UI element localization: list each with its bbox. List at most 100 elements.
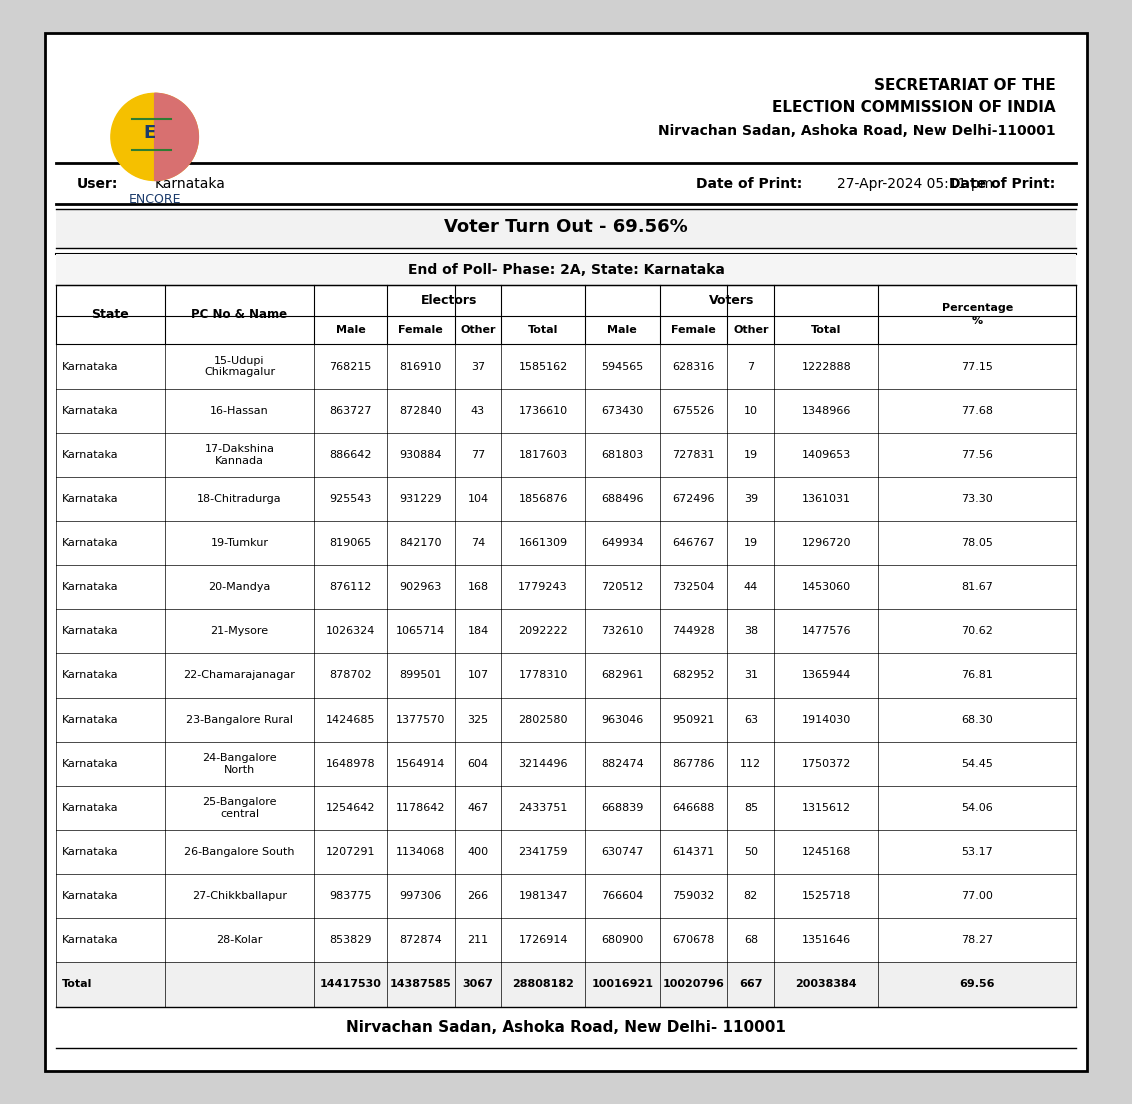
Text: 27-Apr-2024 05:11 pm: 27-Apr-2024 05:11 pm	[837, 177, 993, 191]
Text: 77.15: 77.15	[961, 361, 993, 372]
Text: PC No & Name: PC No & Name	[191, 308, 288, 321]
Text: 77.00: 77.00	[961, 891, 993, 901]
Text: 28-Kolar: 28-Kolar	[216, 935, 263, 945]
Text: Karnataka: Karnataka	[62, 758, 119, 768]
Text: 73.30: 73.30	[961, 493, 993, 503]
Text: 7: 7	[747, 361, 754, 372]
Text: Nirvachan Sadan, Ashoka Road, New Delhi-110001: Nirvachan Sadan, Ashoka Road, New Delhi-…	[658, 124, 1055, 138]
Text: ENCORE: ENCORE	[128, 193, 181, 205]
Text: User:: User:	[77, 177, 118, 191]
Text: 1222888: 1222888	[801, 361, 851, 372]
Text: 2092222: 2092222	[518, 626, 568, 636]
Text: ELECTION COMMISSION OF INDIA: ELECTION COMMISSION OF INDIA	[772, 100, 1055, 115]
Text: 673430: 673430	[601, 405, 643, 416]
Text: 1726914: 1726914	[518, 935, 568, 945]
Text: 720512: 720512	[601, 582, 643, 592]
Text: 2433751: 2433751	[518, 803, 568, 813]
Text: 732504: 732504	[672, 582, 714, 592]
Text: 1365944: 1365944	[801, 670, 851, 680]
Text: 184: 184	[468, 626, 489, 636]
Text: 50: 50	[744, 847, 757, 857]
Text: Female: Female	[398, 326, 443, 336]
Text: 604: 604	[468, 758, 489, 768]
Text: 107: 107	[468, 670, 489, 680]
Text: 732610: 732610	[601, 626, 643, 636]
Text: State: State	[92, 308, 129, 321]
Text: Karnataka: Karnataka	[62, 847, 119, 857]
Text: Percentage
%: Percentage %	[942, 304, 1013, 327]
Text: 19: 19	[744, 449, 758, 459]
Text: 872840: 872840	[400, 405, 441, 416]
Text: 902963: 902963	[400, 582, 441, 592]
Text: 1477576: 1477576	[801, 626, 851, 636]
Text: 727831: 727831	[672, 449, 714, 459]
Text: Karnataka: Karnataka	[62, 670, 119, 680]
Text: 680900: 680900	[601, 935, 643, 945]
Text: 614371: 614371	[672, 847, 714, 857]
Text: 1736610: 1736610	[518, 405, 567, 416]
Text: 1377570: 1377570	[396, 714, 445, 724]
Text: 168: 168	[468, 582, 489, 592]
Text: 853829: 853829	[329, 935, 371, 945]
Text: 1361031: 1361031	[801, 493, 851, 503]
Text: Karnataka: Karnataka	[62, 449, 119, 459]
Circle shape	[111, 94, 198, 180]
Text: 76.81: 76.81	[961, 670, 993, 680]
Text: 925543: 925543	[329, 493, 371, 503]
Text: 931229: 931229	[400, 493, 441, 503]
Text: 68: 68	[744, 935, 758, 945]
Text: 842170: 842170	[400, 538, 441, 548]
Text: 54.45: 54.45	[961, 758, 993, 768]
Text: 963046: 963046	[601, 714, 643, 724]
Text: 85: 85	[744, 803, 758, 813]
Text: 930884: 930884	[400, 449, 441, 459]
Text: 1296720: 1296720	[801, 538, 851, 548]
Text: 44: 44	[744, 582, 758, 592]
Text: 24-Bangalore
North: 24-Bangalore North	[203, 753, 277, 775]
Text: 23-Bangalore Rural: 23-Bangalore Rural	[186, 714, 293, 724]
Text: 1661309: 1661309	[518, 538, 567, 548]
Text: 78.27: 78.27	[961, 935, 994, 945]
Text: 1914030: 1914030	[801, 714, 851, 724]
Text: SECRETARIAT OF THE: SECRETARIAT OF THE	[874, 77, 1055, 93]
Text: Other: Other	[734, 326, 769, 336]
Text: 19: 19	[744, 538, 758, 548]
Text: 1564914: 1564914	[396, 758, 445, 768]
Text: 20038384: 20038384	[796, 979, 857, 989]
Text: 1648978: 1648978	[326, 758, 375, 768]
Text: 77: 77	[471, 449, 486, 459]
Text: 19-Tumkur: 19-Tumkur	[211, 538, 268, 548]
Text: Total: Total	[528, 326, 558, 336]
Text: 54.06: 54.06	[961, 803, 993, 813]
Text: 211: 211	[468, 935, 489, 945]
Text: Voters: Voters	[709, 295, 754, 307]
Text: Karnataka: Karnataka	[62, 714, 119, 724]
Text: 766604: 766604	[601, 891, 643, 901]
Text: 886642: 886642	[329, 449, 371, 459]
Text: 1134068: 1134068	[396, 847, 445, 857]
Text: 22-Chamarajanagar: 22-Chamarajanagar	[183, 670, 295, 680]
Text: 950921: 950921	[672, 714, 714, 724]
Bar	[55, 209, 1077, 248]
Text: 646688: 646688	[672, 803, 714, 813]
Text: 21-Mysore: 21-Mysore	[211, 626, 268, 636]
Text: 675526: 675526	[672, 405, 714, 416]
Text: 819065: 819065	[329, 538, 371, 548]
Text: 14417530: 14417530	[319, 979, 381, 989]
Text: Karnataka: Karnataka	[62, 361, 119, 372]
Text: 646767: 646767	[672, 538, 714, 548]
Text: 1779243: 1779243	[518, 582, 568, 592]
Text: 997306: 997306	[400, 891, 441, 901]
Text: 39: 39	[744, 493, 758, 503]
Text: 863727: 863727	[329, 405, 371, 416]
Text: 1351646: 1351646	[801, 935, 851, 945]
Text: 3067: 3067	[463, 979, 494, 989]
Text: 20-Mandya: 20-Mandya	[208, 582, 271, 592]
Text: 43: 43	[471, 405, 484, 416]
Text: 26-Bangalore South: 26-Bangalore South	[185, 847, 294, 857]
Text: 266: 266	[468, 891, 489, 901]
Text: Nirvachan Sadan, Ashoka Road, New Delhi- 110001: Nirvachan Sadan, Ashoka Road, New Delhi-…	[346, 1020, 786, 1034]
Text: 1178642: 1178642	[396, 803, 446, 813]
Text: 882474: 882474	[601, 758, 644, 768]
Text: 18-Chitradurga: 18-Chitradurga	[197, 493, 282, 503]
